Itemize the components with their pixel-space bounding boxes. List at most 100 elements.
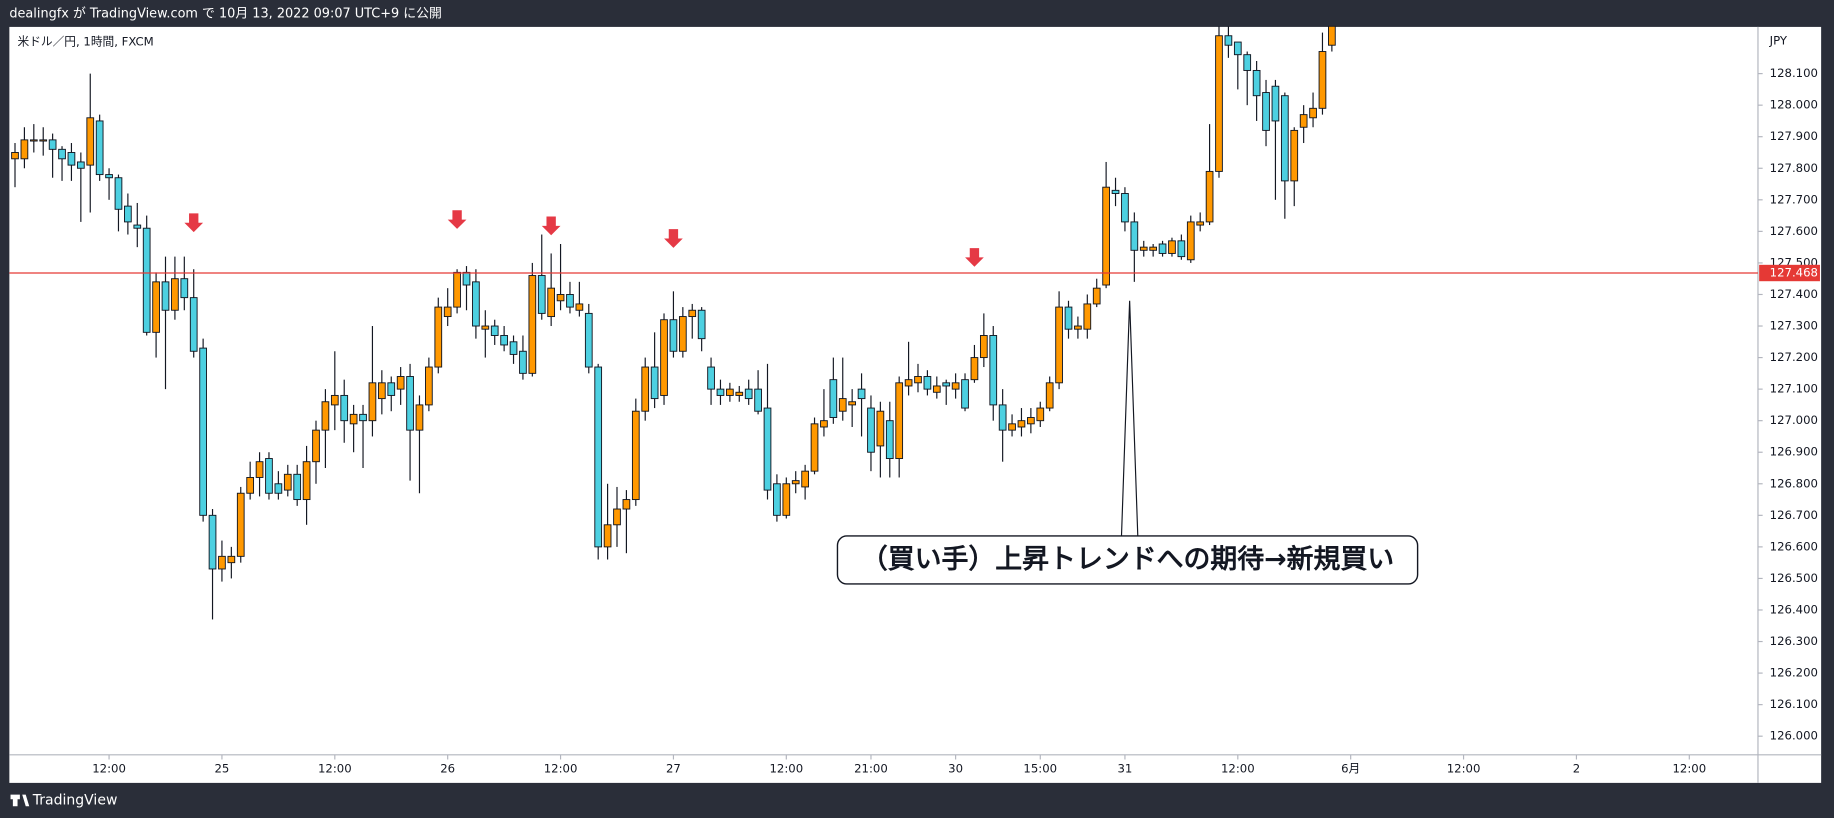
candle-body [857, 388, 866, 400]
candle-body [472, 281, 480, 327]
candle-body [500, 335, 508, 346]
candle-body [932, 385, 941, 393]
x-tick-label: 31 [1117, 761, 1132, 775]
candle-body [1074, 325, 1082, 330]
y-tick-label: 128.000 [1770, 98, 1818, 112]
candle-body [782, 483, 791, 516]
candle-body [425, 366, 433, 406]
candle-body [443, 306, 452, 318]
candle-body [876, 410, 885, 447]
candle-body [462, 271, 471, 286]
x-tick-label: 12:00 [1672, 761, 1706, 775]
candle-body [1168, 240, 1176, 254]
candle-body [678, 316, 687, 352]
y-tick-label: 126.300 [1770, 634, 1818, 648]
candle-body [481, 325, 490, 330]
candle-body [39, 139, 48, 142]
candle-body [330, 394, 339, 406]
candle-body [1299, 114, 1308, 128]
candle-body [970, 357, 979, 381]
x-tick-label: 25 [215, 761, 230, 775]
candle-body [434, 306, 443, 368]
candle-body [519, 350, 527, 374]
candle-body [1290, 129, 1299, 182]
y-tick-label: 127.400 [1770, 287, 1818, 301]
candle-body [1224, 35, 1233, 46]
candle-body [1149, 246, 1158, 251]
candle-body [1205, 170, 1214, 223]
y-tick-label: 127.300 [1770, 319, 1818, 333]
candle-body [387, 382, 396, 396]
candle-body [660, 319, 668, 396]
candle-body [1215, 35, 1223, 172]
candle-body [293, 473, 302, 501]
candle-body [377, 382, 386, 400]
x-tick-label: 2 [1573, 761, 1580, 775]
candle-body [274, 483, 283, 494]
candle-body [180, 278, 189, 299]
y-tick-label: 128.100 [1770, 66, 1818, 80]
candle-body [490, 325, 499, 336]
candle-body [302, 461, 311, 501]
candle-body [763, 407, 772, 491]
candle-body [321, 401, 330, 431]
candle-body [152, 281, 160, 333]
candle-body [697, 309, 706, 340]
y-tick-label: 126.100 [1770, 697, 1818, 711]
candle-body [641, 366, 650, 412]
candle-body [246, 477, 255, 494]
x-tick-label: 30 [948, 761, 963, 775]
annotation-box [836, 535, 1419, 585]
x-tick-label: 12:00 [1221, 761, 1255, 775]
candle-body [726, 388, 734, 396]
y-tick-label: 127.000 [1770, 413, 1818, 427]
candle-body [566, 294, 574, 308]
candle-body [95, 120, 104, 176]
candle-body [754, 388, 762, 412]
candle-body [67, 152, 76, 166]
candle-body [669, 319, 678, 352]
candle-body [744, 388, 753, 400]
candle-body [340, 394, 349, 422]
candle-body [227, 555, 236, 564]
candle-body [1111, 189, 1120, 194]
candle-body [1196, 221, 1205, 226]
y-tick-label: 126.200 [1770, 666, 1818, 680]
candle-body [29, 139, 38, 142]
candle-body [556, 294, 565, 302]
candle-body [575, 303, 584, 311]
candle-body [716, 388, 725, 396]
y-tick-label: 126.900 [1770, 445, 1818, 459]
y-tick-label: 126.700 [1770, 508, 1818, 522]
candle-body [1271, 85, 1280, 122]
candle-body [1083, 303, 1092, 330]
candle-body [1252, 69, 1261, 97]
candle-body [415, 404, 424, 431]
candle-body [114, 177, 123, 210]
x-tick-label: 26 [440, 761, 455, 775]
candle-body [255, 461, 264, 478]
candle-body [688, 309, 697, 318]
y-tick-label: 126.500 [1770, 571, 1818, 585]
candle-body [810, 423, 819, 472]
candle-body [942, 382, 951, 387]
candle-body [208, 514, 217, 570]
level-label-bg [1759, 264, 1820, 282]
annotation: （買い手）上昇トレンドへの期待→新規買い [861, 543, 1394, 575]
candle-body [1318, 51, 1327, 109]
candle-body [998, 404, 1007, 431]
y-tick-label: 127.800 [1770, 161, 1818, 175]
candle-body [735, 391, 744, 396]
candle-body [1092, 287, 1101, 305]
currency: JPY [1769, 33, 1788, 47]
x-tick-label: 21:00 [854, 761, 888, 775]
y-tick-label: 127.600 [1770, 224, 1818, 238]
x-tick-label: 27 [666, 761, 681, 775]
level-label: 127.468 [1770, 266, 1818, 280]
candle-body [359, 413, 367, 422]
header: dealingfx が TradingView.com で 10月 13, 20… [9, 7, 442, 22]
candle-body [1158, 243, 1167, 254]
candle-body [838, 398, 847, 412]
candle-body [773, 483, 781, 516]
candle-body [537, 275, 546, 314]
